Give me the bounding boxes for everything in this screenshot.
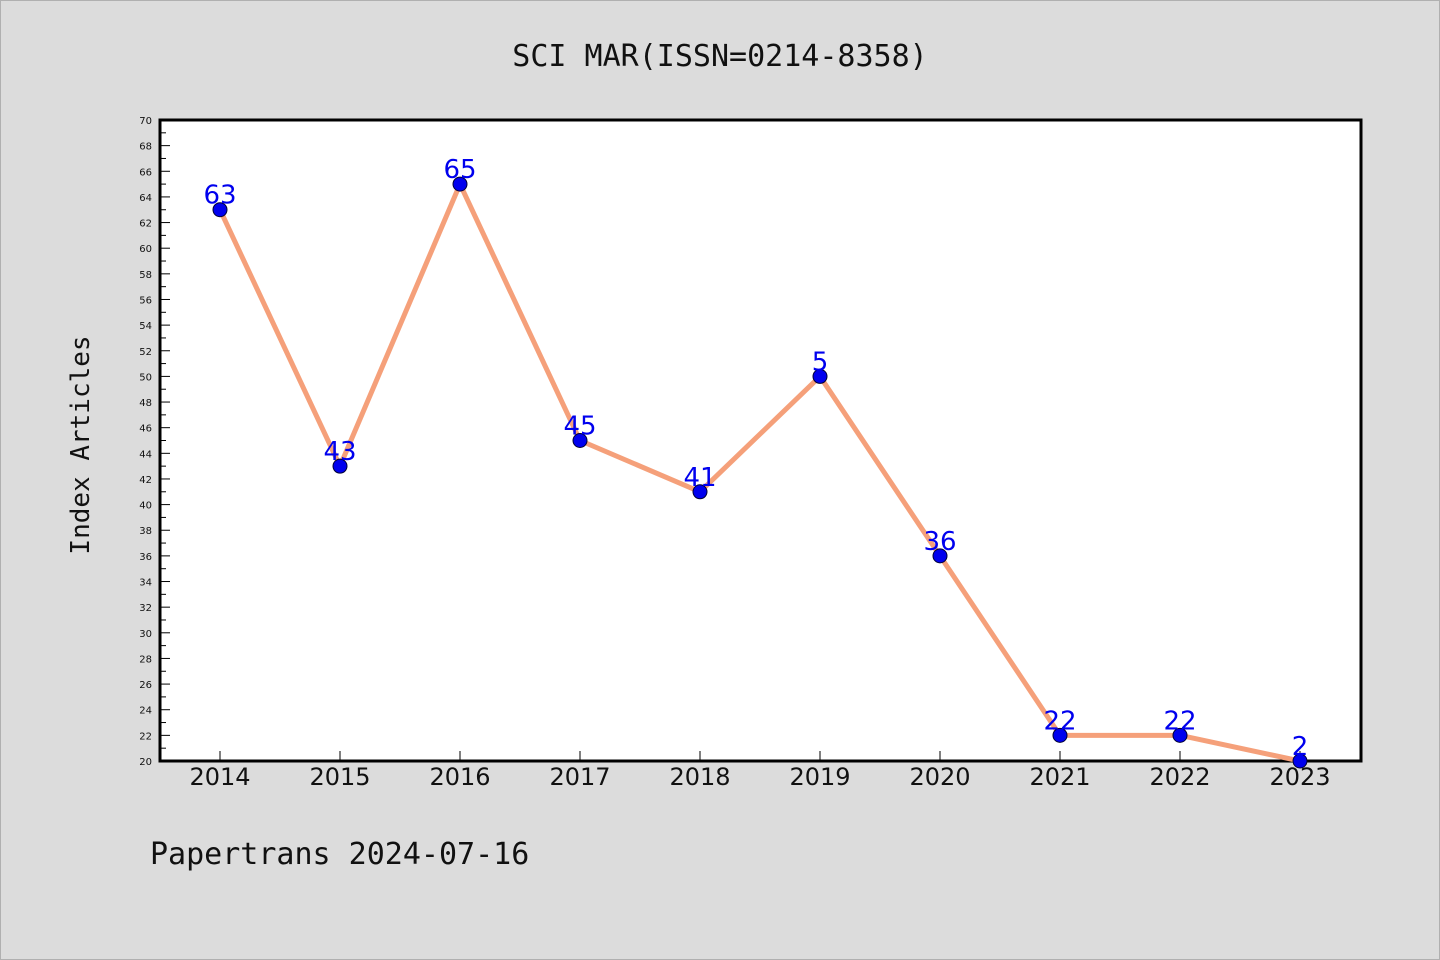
y-tick-label: 26 [139,680,152,691]
y-tick-label: 56 [139,295,152,306]
data-label: 22 [1163,706,1196,736]
y-tick-label: 68 [139,142,152,153]
data-label: 2 [1292,732,1309,762]
y-tick-label: 38 [139,526,152,537]
data-label: 43 [323,437,356,467]
x-tick-label: 2021 [1029,763,1090,791]
x-tick-label: 2016 [429,763,490,791]
x-tick-label: 2017 [549,763,610,791]
x-tick-label: 2018 [669,763,730,791]
y-tick-label: 60 [139,244,152,255]
y-tick-label: 44 [139,449,152,460]
plot-area [158,118,1363,763]
data-point [932,548,948,564]
y-tick-label: 36 [139,552,152,563]
x-tick-label: 2020 [909,763,970,791]
chart-title: SCI MAR(ISSN=0214-8358) [512,39,927,74]
x-axis-ticks: 2014 2015 2016 2017 2018 2019 2020 2021 2022 2023 [189,751,1331,791]
y-tick-label: 70 [139,116,152,127]
y-tick-label: 52 [139,347,152,358]
data-point [212,202,228,218]
data-point [1172,727,1188,743]
y-tick-label: 24 [139,706,152,717]
footer-credit: Papertrans 2024-07-16 [150,837,529,872]
data-point [1052,727,1068,743]
y-tick-label: 54 [139,321,152,332]
data-label: 65 [443,155,476,185]
y-tick-label: 20 [139,757,152,768]
data-label: 36 [923,527,956,557]
data-label: 45 [563,412,596,442]
data-point [692,484,708,500]
y-tick-label: 32 [139,603,152,614]
x-tick-label: 2014 [189,763,250,791]
data-point [1292,753,1308,769]
y-tick-label: 58 [139,270,152,281]
data-label: 22 [1043,706,1076,736]
y-axis-ticks: 20 22 24 26 28 30 32 34 36 38 40 42 44 46 48 50 52 54 56 58… [139,116,170,768]
x-tick-label: 2019 [789,763,850,791]
y-tick-label: 22 [139,731,152,742]
x-tick-label: 2022 [1149,763,1210,791]
series-line-path [217,181,1303,764]
y-tick-label: 28 [139,654,152,665]
y-axis-label: Index Articles [66,335,96,554]
data-label: 63 [203,181,236,211]
y-tick-label: 40 [139,501,152,512]
y-tick-label: 48 [139,398,152,409]
y-tick-label: 62 [139,219,152,230]
data-point [332,458,348,474]
series-line [217,181,1303,764]
data-label: 41 [683,463,716,493]
y-tick-label: 64 [139,193,152,204]
y-tick-label: 42 [139,475,152,486]
y-tick-label: 66 [139,167,152,178]
data-point [452,176,468,192]
y-tick-label: 50 [139,372,152,383]
data-point [572,433,588,448]
y-tick-label: 46 [139,424,152,435]
data-markers [212,176,1308,769]
y-tick-label: 34 [139,578,152,589]
x-tick-label: 2015 [309,763,370,791]
y-tick-label: 30 [139,629,152,640]
data-point [812,368,828,384]
data-label: 5 [812,347,829,377]
